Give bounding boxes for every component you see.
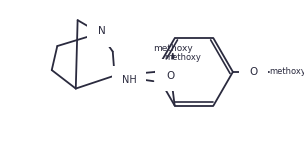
Text: NH: NH: [122, 75, 137, 85]
Text: O: O: [166, 69, 174, 79]
Text: O: O: [167, 71, 175, 81]
Text: O: O: [249, 67, 257, 77]
Text: N: N: [98, 26, 105, 36]
Text: methoxy: methoxy: [164, 53, 202, 62]
Text: methoxy: methoxy: [153, 44, 193, 53]
Text: methoxy: methoxy: [269, 67, 304, 76]
